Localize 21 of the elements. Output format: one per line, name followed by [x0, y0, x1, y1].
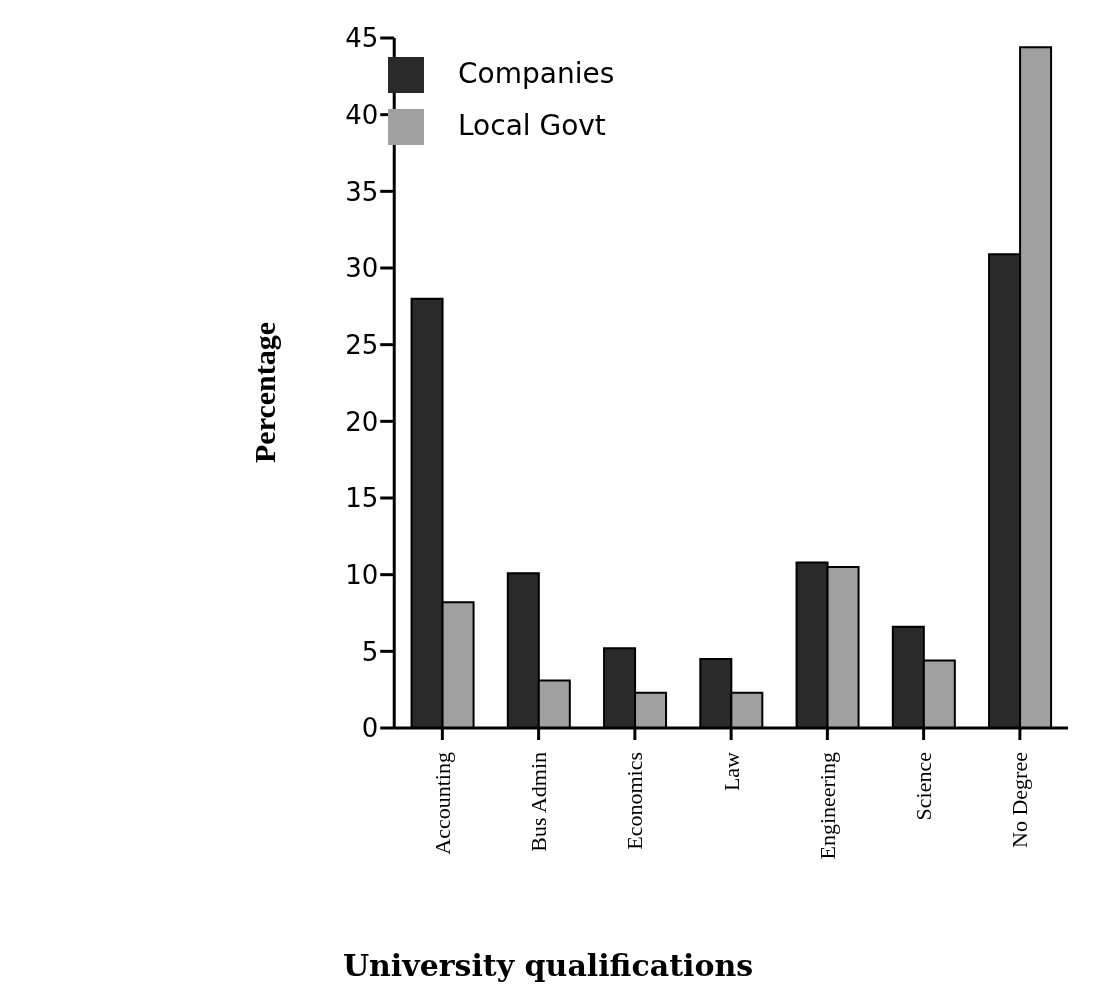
y-axis-title: Percentage — [247, 321, 281, 463]
x-tick-label: Economics — [622, 752, 648, 850]
y-tick-label: 30 — [345, 253, 379, 284]
x-tick-label: No Degree — [1007, 752, 1033, 848]
y-tick-label: 5 — [361, 636, 379, 667]
y-tick-label: 0 — [361, 713, 379, 744]
y-tick-label: 20 — [345, 406, 379, 437]
y-tick-label: 25 — [345, 329, 379, 360]
x-tick-label: Accounting — [429, 752, 455, 855]
x-axis-title: University qualifications — [341, 948, 755, 983]
x-tick-label: Law — [718, 751, 744, 792]
x-tick-label: Bus Admin — [526, 752, 552, 852]
y-tick-label: 35 — [345, 176, 379, 207]
y-tick-label: 15 — [345, 483, 379, 514]
y-tick-label: 40 — [345, 99, 379, 130]
legend-label: Local Govt — [458, 109, 606, 142]
y-tick-label: 10 — [345, 559, 379, 590]
x-tick-label: Engineering — [814, 752, 840, 860]
legend-label: Companies — [458, 57, 615, 90]
y-tick-label: 45 — [345, 23, 379, 54]
x-tick-label: Science — [911, 752, 937, 821]
